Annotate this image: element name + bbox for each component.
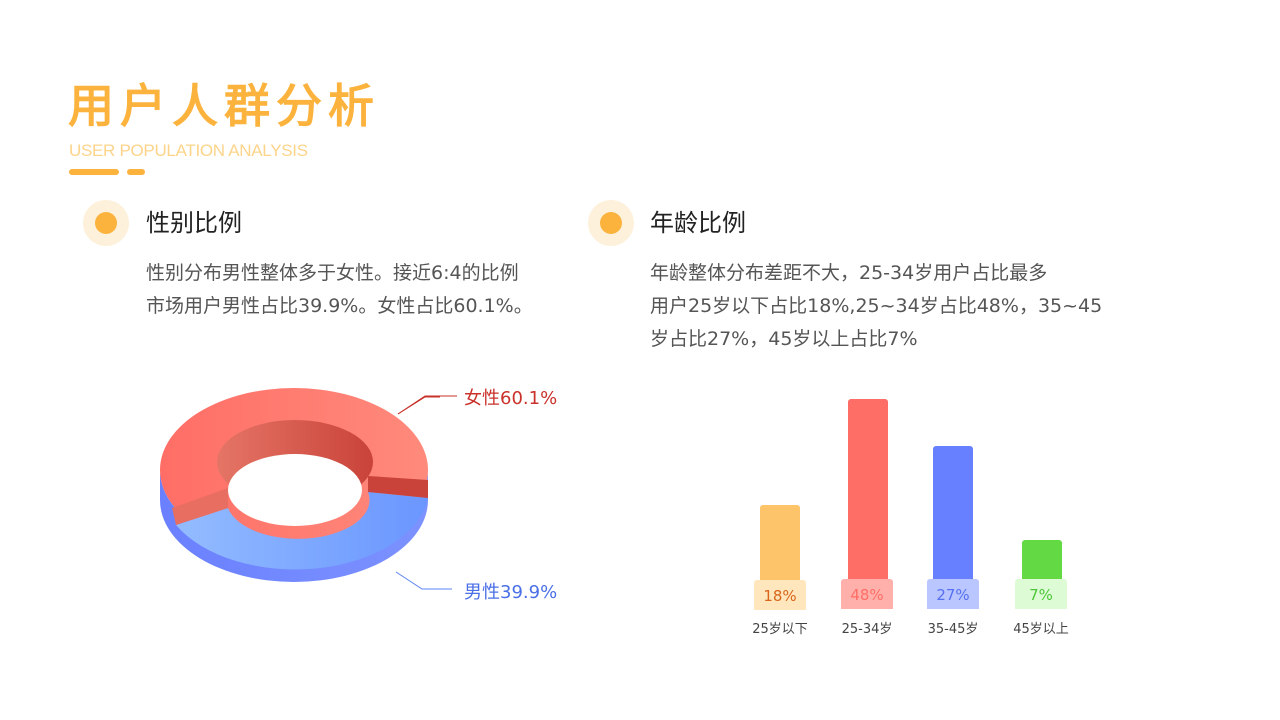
female-label: 女性60.1% [464, 388, 558, 409]
age-text-line: 用户25岁以下占比18%,25~34岁占比48%，35~45 [650, 295, 1103, 317]
age-bar-chart: 18% 25岁以下 48% 25-34岁 27% 35-45岁 7% 45岁以上 [740, 380, 1090, 640]
gender-donut-chart [160, 388, 440, 582]
male-leader-line [395, 571, 452, 590]
bar-under-25 [760, 505, 800, 590]
gender-text-line: 市场用户男性占比39.9%。女性占比60.1%。 [146, 295, 533, 317]
section-bullet-icon [588, 200, 634, 246]
title-underline-dot [127, 169, 145, 175]
page-subtitle: USER POPULATION ANALYSIS [69, 141, 308, 160]
age-text-line: 岁占比27%，45岁以上占比7% [650, 328, 918, 350]
bar-value-label: 27% [927, 579, 979, 609]
bar-25-34 [848, 399, 888, 589]
age-section-title: 年龄比例 [650, 209, 746, 237]
gender-section-title: 性别比例 [146, 209, 242, 237]
male-label: 男性39.9% [464, 582, 558, 603]
bar-35-45 [933, 446, 973, 589]
age-description: 年龄整体分布差距不大，25-34岁用户占比最多 用户25岁以下占比18%,25~… [650, 257, 1102, 356]
bar-category-label: 25岁以下 [752, 622, 808, 637]
title-underline [69, 169, 119, 175]
section-bullet-icon [83, 200, 129, 246]
bar-value-label: 7% [1015, 579, 1067, 609]
bar-value-label: 18% [754, 580, 806, 610]
gender-description: 性别分布男性整体多于女性。接近6:4的比例 市场用户男性占比39.9%。女性占比… [146, 257, 533, 323]
bar-category-label: 35-45岁 [927, 622, 979, 637]
gender-text-line: 性别分布男性整体多于女性。接近6:4的比例 [146, 262, 519, 284]
age-text-line: 年龄整体分布差距不大，25-34岁用户占比最多 [650, 262, 1048, 284]
bar-category-label: 25-34岁 [841, 622, 893, 637]
bar-value-label: 48% [841, 579, 893, 609]
female-leader-line [397, 395, 457, 415]
bar-category-label: 45岁以上 [1013, 622, 1069, 637]
page-title: 用户人群分析 [68, 79, 380, 133]
